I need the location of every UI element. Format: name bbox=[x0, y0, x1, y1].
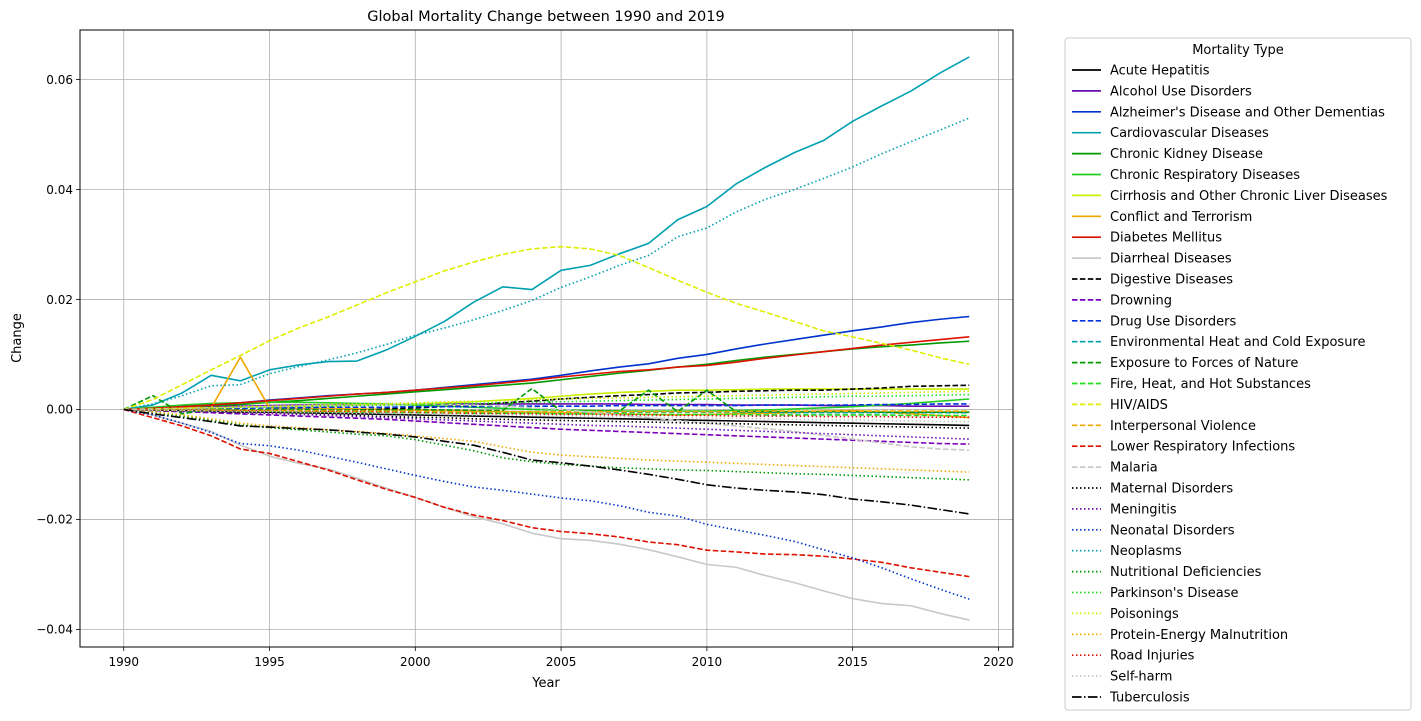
legend-entry: Interpersonal Violence bbox=[1110, 419, 1256, 434]
series-line-malaria bbox=[123, 403, 970, 451]
series-line-diabetes-mellitus bbox=[123, 336, 970, 411]
x-tick-label: 1990 bbox=[108, 655, 139, 669]
legend-entry: Nutritional Deficiencies bbox=[1110, 565, 1262, 580]
y-tick-label: 0.02 bbox=[46, 293, 73, 307]
legend-entry: Diarrheal Diseases bbox=[1110, 252, 1232, 267]
legend-entry: Environmental Heat and Cold Exposure bbox=[1110, 335, 1366, 350]
series-line-lower-respiratory-infections bbox=[123, 408, 970, 578]
x-tick-label: 2010 bbox=[692, 655, 723, 669]
legend-entry: Alzheimer's Disease and Other Dementias bbox=[1110, 105, 1385, 120]
legend-entry: Drug Use Disorders bbox=[1110, 314, 1236, 329]
legend-entry: Malaria bbox=[1110, 461, 1158, 476]
plot-area bbox=[80, 30, 1013, 647]
series-line-cardiovascular-diseases bbox=[123, 56, 970, 411]
legend-entry: Road Injuries bbox=[1110, 649, 1195, 664]
legend-entry: Exposure to Forces of Nature bbox=[1110, 356, 1298, 371]
series-line-neonatal-disorders bbox=[123, 408, 970, 600]
legend-entry: Chronic Respiratory Diseases bbox=[1110, 168, 1300, 183]
legend-entry: Poisonings bbox=[1110, 607, 1179, 622]
y-tick-label: 0.00 bbox=[46, 403, 73, 417]
series-line-nutritional-deficiencies bbox=[123, 408, 970, 481]
series-line-fire-heat-and-hot-substances bbox=[123, 408, 970, 417]
legend-entry: Neoplasms bbox=[1110, 544, 1182, 559]
legend-title: Mortality Type bbox=[1192, 43, 1284, 58]
legend-entry: Lower Respiratory Infections bbox=[1110, 440, 1295, 455]
legend-entry: Parkinson's Disease bbox=[1110, 586, 1239, 601]
legend-entry: Digestive Diseases bbox=[1110, 273, 1233, 288]
series-line-diarrheal-diseases bbox=[123, 408, 970, 621]
y-tick-label: −0.02 bbox=[36, 513, 73, 527]
legend-entry: Drowning bbox=[1110, 293, 1172, 308]
legend-entry: Cirrhosis and Other Chronic Liver Diseas… bbox=[1110, 189, 1388, 204]
y-tick-label: 0.04 bbox=[46, 183, 73, 197]
legend-entry: Cardiovascular Diseases bbox=[1110, 126, 1269, 141]
series-line-poisonings bbox=[123, 390, 970, 411]
x-axis-label: Year bbox=[531, 676, 560, 691]
series-layer bbox=[123, 56, 970, 621]
legend: Mortality Type Acute Hepatitis Alcohol Us… bbox=[1064, 37, 1412, 711]
legend-entry: Tuberculosis bbox=[1109, 691, 1190, 706]
y-tick-label: −0.04 bbox=[36, 623, 73, 637]
series-line-meningitis bbox=[123, 408, 970, 440]
chart-title: Global Mortality Change between 1990 and… bbox=[367, 9, 724, 25]
series-line-protein-energy-malnutrition bbox=[123, 408, 970, 473]
legend-entry: Protein-Energy Malnutrition bbox=[1110, 628, 1288, 643]
x-tick-label: 2015 bbox=[837, 655, 868, 669]
x-axis: 1990 1995 2000 2005 2010 2015 2020 bbox=[108, 647, 1014, 669]
series-line-drowning bbox=[123, 408, 970, 445]
series-line-exposure-to-forces-of-nature bbox=[123, 387, 970, 415]
legend-entry: Alcohol Use Disorders bbox=[1110, 84, 1252, 99]
legend-entry: Neonatal Disorders bbox=[1110, 523, 1235, 538]
series-line-interpersonal-violence bbox=[123, 408, 970, 413]
legend-entry: Conflict and Terrorism bbox=[1110, 210, 1252, 225]
x-tick-label: 1995 bbox=[254, 655, 285, 669]
legend-entry: Chronic Kidney Disease bbox=[1110, 147, 1263, 162]
legend-items: Acute Hepatitis Alcohol Use Disorders Alzh… bbox=[1072, 64, 1388, 706]
legend-entry: Maternal Disorders bbox=[1110, 482, 1233, 497]
series-line-chronic-respiratory-diseases bbox=[123, 398, 970, 412]
legend-entry: Diabetes Mellitus bbox=[1110, 231, 1222, 246]
series-line-drug-use-disorders bbox=[123, 403, 970, 411]
legend-box bbox=[1064, 37, 1412, 711]
series-line-self-harm bbox=[123, 408, 970, 423]
grid bbox=[80, 30, 1013, 647]
x-tick-label: 2005 bbox=[546, 655, 577, 669]
y-axis: −0.04 −0.02 0.00 0.02 0.04 0.06 bbox=[36, 73, 80, 637]
legend-entry: Fire, Heat, and Hot Substances bbox=[1110, 377, 1311, 392]
x-tick-label: 2020 bbox=[983, 655, 1014, 669]
legend-entry: Self-harm bbox=[1110, 670, 1172, 685]
legend-entry: HIV/AIDS bbox=[1110, 398, 1168, 413]
series-line-hiv-aids bbox=[123, 245, 970, 411]
legend-entry: Acute Hepatitis bbox=[1110, 64, 1210, 79]
legend-entry: Meningitis bbox=[1110, 502, 1177, 517]
y-tick-label: 0.06 bbox=[46, 73, 73, 87]
y-axis-label: Change bbox=[10, 313, 25, 363]
x-tick-label: 2000 bbox=[400, 655, 431, 669]
plot-frame bbox=[79, 29, 1014, 648]
series-line-tuberculosis bbox=[123, 408, 970, 515]
